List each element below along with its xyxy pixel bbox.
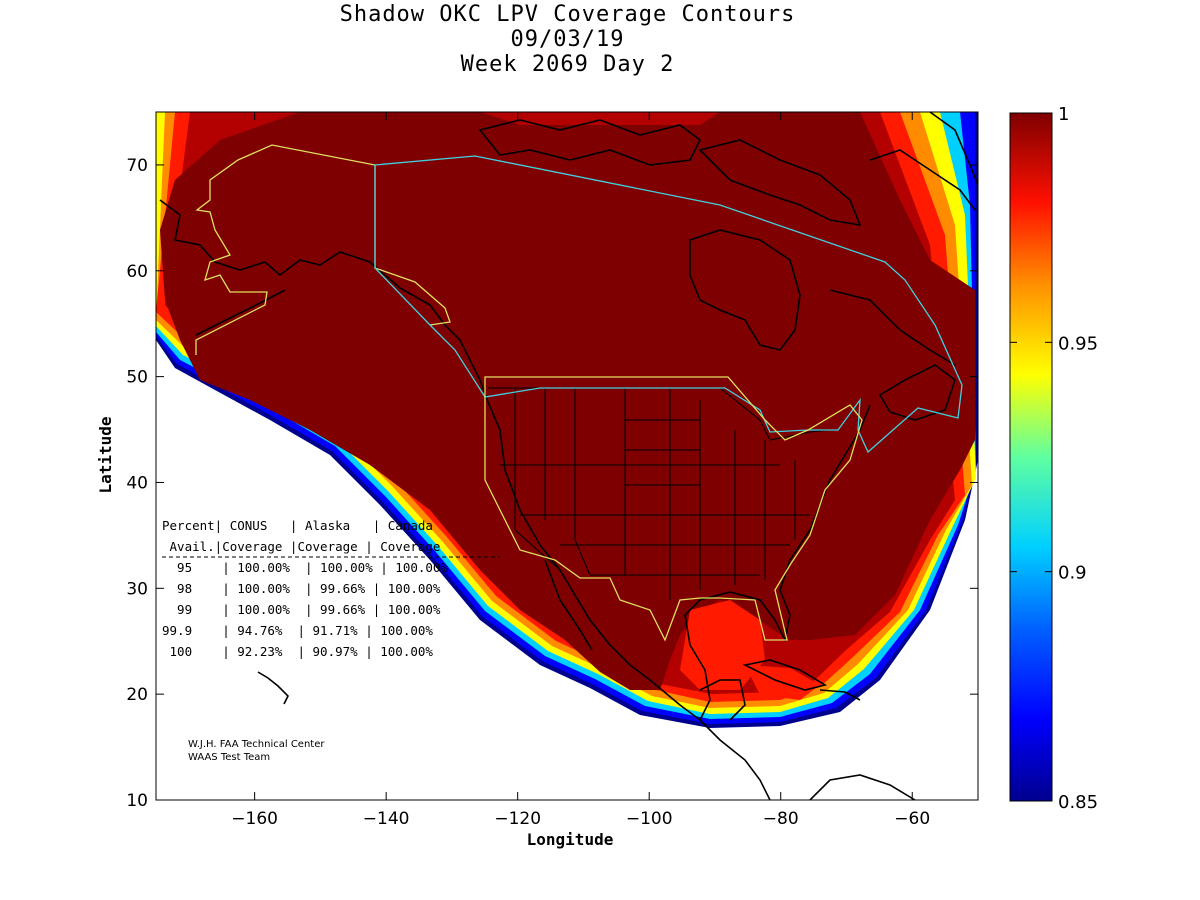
coast-arctic-islands-3 xyxy=(869,149,976,211)
x-tick-label: −120 xyxy=(494,809,541,829)
contour-gulf-pocket xyxy=(680,600,765,690)
coast-greenland xyxy=(929,112,978,186)
colorbar-tick-label: 0.95 xyxy=(1058,333,1098,354)
coast-baja xyxy=(544,559,593,651)
axes: −160 −140 −120 −100 −80 −60 10 20 30 40 50 60 70 xyxy=(126,112,978,829)
coverage-table: Percent| CONUS | Alaska | Canada Avail.|… xyxy=(162,518,500,659)
colorbar-ticks: 0.85 0.9 0.95 1 xyxy=(1010,104,1098,813)
x-tick-label: −80 xyxy=(763,809,799,829)
colorbar xyxy=(1009,112,1053,802)
y-tick-label: 30 xyxy=(126,579,148,599)
coast-south-america xyxy=(809,774,916,800)
colorbar-tick-label: 1 xyxy=(1058,104,1069,125)
x-axis-label: Longitude xyxy=(527,830,614,849)
coast-labrador xyxy=(829,289,956,366)
coast-cuba xyxy=(742,659,828,691)
coastlines xyxy=(159,112,978,800)
border-alaska xyxy=(195,144,451,355)
coast-hudson-bay xyxy=(689,229,801,351)
y-axis-label: Latitude xyxy=(96,416,115,493)
credit-line1: W.J.H. FAA Technical Center xyxy=(188,739,325,750)
colorbar-tick-label: 0.9 xyxy=(1058,563,1087,584)
chart-title-line1: Shadow OKC LPV Coverage Contours xyxy=(339,2,796,27)
chart-title-line2: 09/03/19 xyxy=(510,27,625,52)
x-tick-label: −60 xyxy=(894,809,930,829)
y-tick-label: 20 xyxy=(126,685,148,705)
contour-arctic-top xyxy=(480,112,720,125)
table-header-2: Avail.|Coverage |Coverage | Coverage xyxy=(162,539,440,554)
x-tick-label: −100 xyxy=(626,809,673,829)
table-header-1: Percent| CONUS | Alaska | Canada xyxy=(162,518,433,533)
coast-arctic-islands-1 xyxy=(478,119,702,166)
chart-title-line3: Week 2069 Day 2 xyxy=(460,52,675,77)
x-tick-label: −140 xyxy=(363,809,410,829)
coast-newfoundland xyxy=(878,364,956,421)
coverage-contours xyxy=(156,112,978,728)
table-row: 95 | 100.00% | 100.00% | 100.00% xyxy=(162,560,448,575)
table-row: 100 | 92.23% | 90.97% | 100.00% xyxy=(162,644,433,659)
coast-aleutians xyxy=(195,289,286,336)
table-row: 99 | 100.00% | 99.66% | 100.00% xyxy=(162,602,441,617)
coast-alaska xyxy=(159,199,471,361)
y-tick-label: 40 xyxy=(126,473,148,493)
coast-yucatan xyxy=(699,679,746,721)
table-row: 98 | 100.00% | 99.66% | 100.00% xyxy=(162,581,441,596)
state-borders xyxy=(488,387,831,600)
y-tick-label: 10 xyxy=(126,791,148,811)
border-conus xyxy=(484,376,863,642)
coast-hispaniola xyxy=(819,689,861,701)
x-tick-label: −160 xyxy=(231,809,278,829)
y-tick-label: 50 xyxy=(126,368,148,388)
colorbar-tick-label: 0.85 xyxy=(1058,792,1098,813)
credit-line2: WAAS Test Team xyxy=(188,752,270,763)
coast-arctic-islands-2 xyxy=(698,139,862,227)
plot-frame xyxy=(155,111,979,801)
y-tick-label: 60 xyxy=(126,262,148,282)
coast-central-america xyxy=(699,719,771,800)
table-row: 99.9 | 94.76% | 91.71% | 100.00% xyxy=(162,623,433,638)
coast-hawaii xyxy=(257,671,289,705)
y-tick-label: 70 xyxy=(126,156,148,176)
border-canada xyxy=(374,155,963,454)
